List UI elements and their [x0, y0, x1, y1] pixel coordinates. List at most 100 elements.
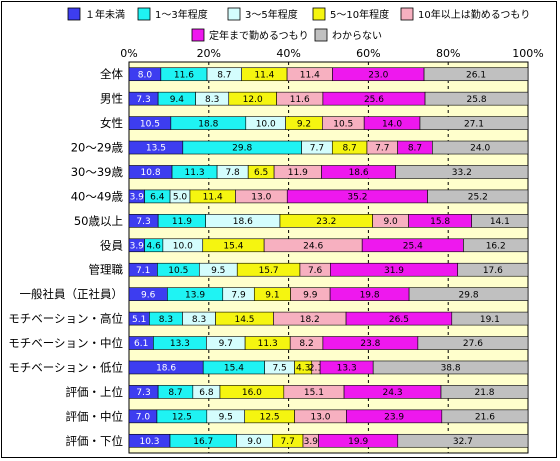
data-label: 9.0	[383, 217, 398, 227]
data-label: 12.5	[172, 413, 192, 423]
data-label: 11.6	[290, 95, 310, 105]
data-label: 9.4	[170, 95, 185, 105]
data-label: 18.8	[198, 119, 218, 129]
data-label: 15.1	[304, 388, 324, 398]
data-label: 10.5	[333, 119, 353, 129]
data-label: 16.2	[486, 241, 506, 251]
data-label: 8.7	[217, 70, 231, 80]
data-label: 14.5	[234, 315, 254, 325]
data-label: 4.6	[147, 241, 162, 251]
data-label: 18.6	[156, 364, 176, 374]
legend-swatch	[137, 7, 151, 21]
data-label: 4.3	[296, 364, 310, 374]
data-label: 7.9	[231, 290, 246, 300]
data-label: 16.7	[193, 437, 213, 447]
data-label: 29.8	[232, 144, 252, 154]
data-label: 15.4	[223, 241, 243, 251]
data-label: 27.1	[464, 119, 484, 129]
data-label: 21.8	[474, 388, 494, 398]
data-label: 6.1	[134, 339, 148, 349]
category-label: 役員	[100, 238, 123, 252]
data-label: 14.1	[490, 217, 510, 227]
data-label: 8.7	[408, 144, 422, 154]
data-label: 11.6	[174, 70, 194, 80]
data-label: 7.3	[136, 95, 150, 105]
data-label: 14.0	[382, 119, 402, 129]
data-label: 13.0	[310, 413, 330, 423]
data-label: 23.0	[368, 70, 388, 80]
data-label: 10.0	[173, 241, 193, 251]
data-label: 7.3	[136, 388, 150, 398]
data-label: 15.4	[224, 364, 244, 374]
data-label: 7.7	[281, 437, 295, 447]
data-label: 9.1	[265, 290, 279, 300]
category-label: 評価・下位	[66, 434, 124, 448]
legend-swatch	[67, 7, 81, 21]
data-label: 11.4	[300, 70, 320, 80]
category-label: モチベーション・中位	[8, 336, 123, 350]
x-tick-label: 100%	[512, 47, 543, 60]
category-label: 女性	[100, 116, 123, 130]
data-label: 3.9	[130, 241, 145, 251]
data-label: 9.7	[219, 339, 233, 349]
data-label: 23.2	[316, 217, 336, 227]
data-label: 6.5	[254, 168, 268, 178]
legend-label: 5～10年程度	[330, 8, 389, 21]
legend-swatch	[314, 28, 328, 42]
data-label: 8.7	[168, 388, 182, 398]
data-label: 23.8	[360, 339, 380, 349]
data-label: 25.4	[403, 241, 423, 251]
data-label: 32.7	[453, 437, 473, 447]
data-label: 31.9	[384, 266, 404, 276]
data-label: 5.1	[132, 315, 146, 325]
data-label: 7.5	[272, 364, 286, 374]
data-label: 7.7	[375, 144, 389, 154]
data-label: 13.0	[251, 193, 271, 203]
bar-segment	[417, 336, 529, 350]
legend-label: １年未満	[85, 8, 125, 21]
data-label: 12.5	[260, 413, 280, 423]
x-tick-label: 20%	[197, 47, 221, 60]
bar-segment	[441, 409, 529, 424]
category-label: 全体	[100, 67, 123, 81]
category-label: 管理職	[89, 263, 124, 277]
data-label: 11.4	[254, 70, 274, 80]
data-label: 11.3	[258, 339, 278, 349]
bar-segment	[451, 311, 529, 326]
data-label: 24.3	[383, 388, 403, 398]
data-label: 7.6	[308, 266, 323, 276]
legend-label: 10年以上は勤めるつもり	[418, 8, 530, 21]
data-label: 8.3	[159, 315, 173, 325]
category-label: 30～39歳	[71, 165, 124, 179]
data-label: 11.9	[172, 217, 192, 227]
data-label: 10.0	[256, 119, 276, 129]
x-tick-label: 0%	[120, 47, 137, 60]
data-label: 7.1	[136, 266, 150, 276]
data-label: 18.2	[300, 315, 320, 325]
data-label: 7.0	[136, 413, 151, 423]
data-label: 25.2	[468, 193, 488, 203]
data-label: 3.9	[304, 437, 319, 447]
bar-segment	[471, 214, 529, 228]
data-label: 15.8	[430, 217, 450, 227]
data-label: 6.8	[199, 388, 214, 398]
data-label: 13.9	[185, 290, 205, 300]
data-label: 26.5	[389, 315, 409, 325]
data-label: 17.6	[483, 266, 503, 276]
category-label: 50歳以上	[74, 214, 123, 228]
data-label: 13.5	[146, 144, 166, 154]
legend-swatch	[400, 7, 414, 21]
data-label: 15.7	[259, 266, 279, 276]
bar-segment	[397, 433, 529, 448]
data-label: 9.0	[247, 437, 262, 447]
category-label: 40～49歳	[71, 189, 124, 203]
data-label: 8.3	[205, 95, 219, 105]
category-label: モチベーション・高位	[8, 312, 123, 326]
data-label: 8.3	[192, 315, 206, 325]
x-tick-label: 80%	[436, 47, 460, 60]
data-label: 8.2	[299, 339, 313, 349]
data-label: 29.8	[459, 290, 479, 300]
legend-swatch	[191, 28, 205, 42]
data-label: 7.7	[310, 144, 324, 154]
bar-segment	[395, 165, 529, 179]
